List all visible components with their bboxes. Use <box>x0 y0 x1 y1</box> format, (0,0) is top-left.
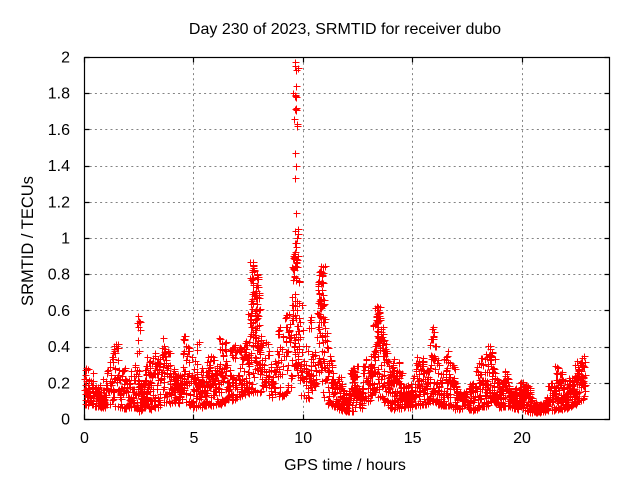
svg-text:10: 10 <box>294 430 312 447</box>
svg-text:0.2: 0.2 <box>48 375 70 392</box>
svg-text:0.8: 0.8 <box>48 267 70 284</box>
svg-text:15: 15 <box>404 430 422 447</box>
svg-text:2: 2 <box>61 50 70 67</box>
svg-text:0: 0 <box>61 412 70 429</box>
svg-text:0.4: 0.4 <box>48 339 70 356</box>
svg-text:1.4: 1.4 <box>48 158 70 175</box>
svg-text:GPS time / hours: GPS time / hours <box>284 457 406 474</box>
svg-text:1.6: 1.6 <box>48 122 70 139</box>
svg-text:SRMTID / TECUs: SRMTID / TECUs <box>19 176 37 306</box>
svg-text:1.2: 1.2 <box>48 194 70 211</box>
svg-text:0: 0 <box>80 430 89 447</box>
svg-text:20: 20 <box>513 430 531 447</box>
svg-text:5: 5 <box>189 430 198 447</box>
svg-text:0.6: 0.6 <box>48 303 70 320</box>
svg-text:Day 230 of 2023, SRMTID for re: Day 230 of 2023, SRMTID for receiver dub… <box>189 21 501 38</box>
svg-text:1: 1 <box>61 231 70 248</box>
svg-text:1.8: 1.8 <box>48 86 70 103</box>
